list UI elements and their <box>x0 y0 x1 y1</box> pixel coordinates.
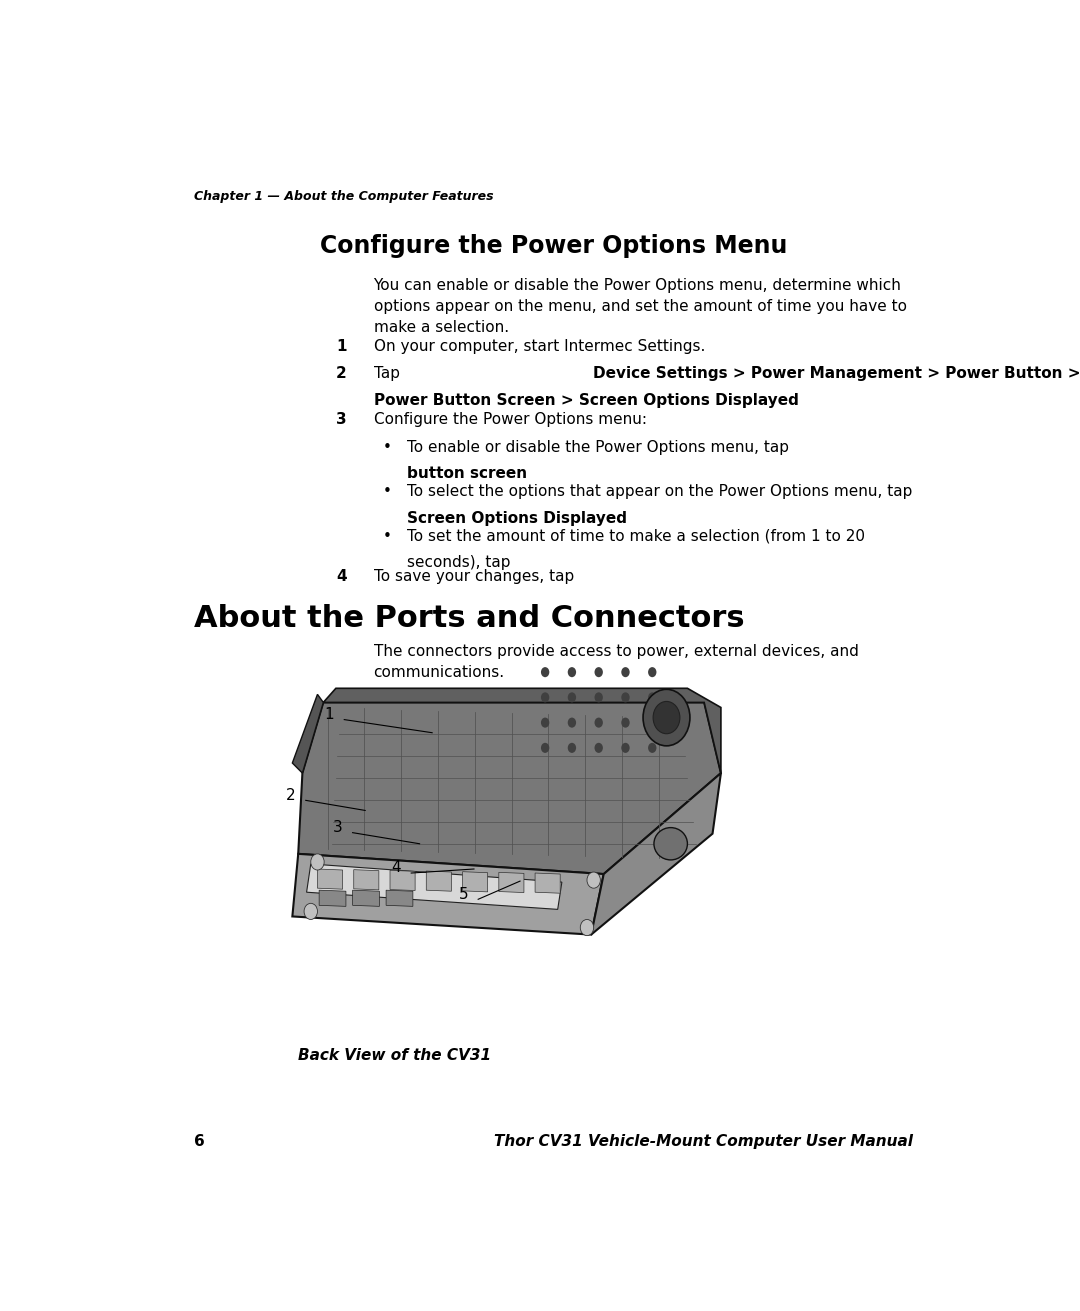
Polygon shape <box>293 853 604 935</box>
Circle shape <box>621 667 630 678</box>
Polygon shape <box>462 872 488 891</box>
Text: •: • <box>383 484 392 499</box>
Polygon shape <box>320 890 346 906</box>
Text: 4: 4 <box>336 569 347 585</box>
Text: 6: 6 <box>193 1134 204 1148</box>
Circle shape <box>648 743 657 753</box>
Text: Chapter 1 — About the Computer Features: Chapter 1 — About the Computer Features <box>193 190 494 203</box>
Polygon shape <box>427 871 451 891</box>
Text: 5: 5 <box>459 886 468 902</box>
Circle shape <box>305 903 318 919</box>
Text: Screen Options Displayed: Screen Options Displayed <box>407 510 627 526</box>
Polygon shape <box>535 873 561 893</box>
Polygon shape <box>352 890 379 906</box>
Text: 2: 2 <box>286 788 296 802</box>
Circle shape <box>568 692 576 703</box>
Text: Power Button Screen > Screen Options Displayed: Power Button Screen > Screen Options Dis… <box>374 392 798 408</box>
Circle shape <box>648 692 657 703</box>
Polygon shape <box>387 890 413 906</box>
Text: 1: 1 <box>325 707 334 722</box>
Text: On your computer, start Intermec Settings.: On your computer, start Intermec Setting… <box>374 340 705 354</box>
Text: seconds), tap: seconds), tap <box>407 555 515 570</box>
Text: To set the amount of time to make a selection (from 1 to 20: To set the amount of time to make a sele… <box>407 528 865 544</box>
Circle shape <box>541 743 550 753</box>
Text: The connectors provide access to power, external devices, and
communications.: The connectors provide access to power, … <box>374 644 859 680</box>
Text: 3: 3 <box>336 412 347 426</box>
Circle shape <box>621 717 630 728</box>
Text: 1: 1 <box>336 340 347 354</box>
Circle shape <box>580 919 594 936</box>
Circle shape <box>648 717 657 728</box>
Text: 4: 4 <box>392 860 401 876</box>
Polygon shape <box>298 703 721 874</box>
Circle shape <box>568 717 576 728</box>
Circle shape <box>648 667 657 678</box>
Text: To select the options that appear on the Power Options menu, tap: To select the options that appear on the… <box>407 484 913 499</box>
Ellipse shape <box>654 827 688 860</box>
Text: 3: 3 <box>333 821 342 835</box>
Polygon shape <box>323 688 721 773</box>
Circle shape <box>541 667 550 678</box>
Text: To save your changes, tap: To save your changes, tap <box>374 569 579 585</box>
Circle shape <box>311 853 324 871</box>
Circle shape <box>621 743 630 753</box>
Text: About the Ports and Connectors: About the Ports and Connectors <box>193 603 744 632</box>
Circle shape <box>594 743 603 753</box>
Circle shape <box>594 692 603 703</box>
Circle shape <box>594 667 603 678</box>
Circle shape <box>568 743 576 753</box>
Polygon shape <box>591 773 721 935</box>
Text: You can enable or disable the Power Options menu, determine which
options appear: You can enable or disable the Power Opti… <box>374 278 906 336</box>
Polygon shape <box>499 872 524 893</box>
Polygon shape <box>293 695 323 773</box>
Circle shape <box>653 701 680 734</box>
Text: Back View of the CV31: Back View of the CV31 <box>298 1047 491 1063</box>
Circle shape <box>541 717 550 728</box>
Text: button screen: button screen <box>407 467 527 481</box>
Circle shape <box>621 692 630 703</box>
Circle shape <box>643 690 690 746</box>
Text: To enable or disable the Power Options menu, tap: To enable or disable the Power Options m… <box>407 440 794 455</box>
Text: Tap: Tap <box>374 366 404 382</box>
Text: Device Settings > Power Management > Power Button >: Device Settings > Power Management > Pow… <box>593 366 1080 382</box>
Text: Thor CV31 Vehicle-Mount Computer User Manual: Thor CV31 Vehicle-Mount Computer User Ma… <box>495 1134 914 1148</box>
Text: •: • <box>383 528 392 544</box>
Text: Configure the Power Options Menu: Configure the Power Options Menu <box>320 235 787 258</box>
Circle shape <box>594 717 603 728</box>
Polygon shape <box>354 869 379 890</box>
Text: •: • <box>383 440 392 455</box>
Circle shape <box>588 872 600 888</box>
Polygon shape <box>307 864 562 910</box>
Text: Configure the Power Options menu:: Configure the Power Options menu: <box>374 412 647 426</box>
Circle shape <box>541 692 550 703</box>
Circle shape <box>568 667 576 678</box>
Text: 2: 2 <box>336 366 347 382</box>
Polygon shape <box>318 869 342 889</box>
Polygon shape <box>390 871 415 890</box>
